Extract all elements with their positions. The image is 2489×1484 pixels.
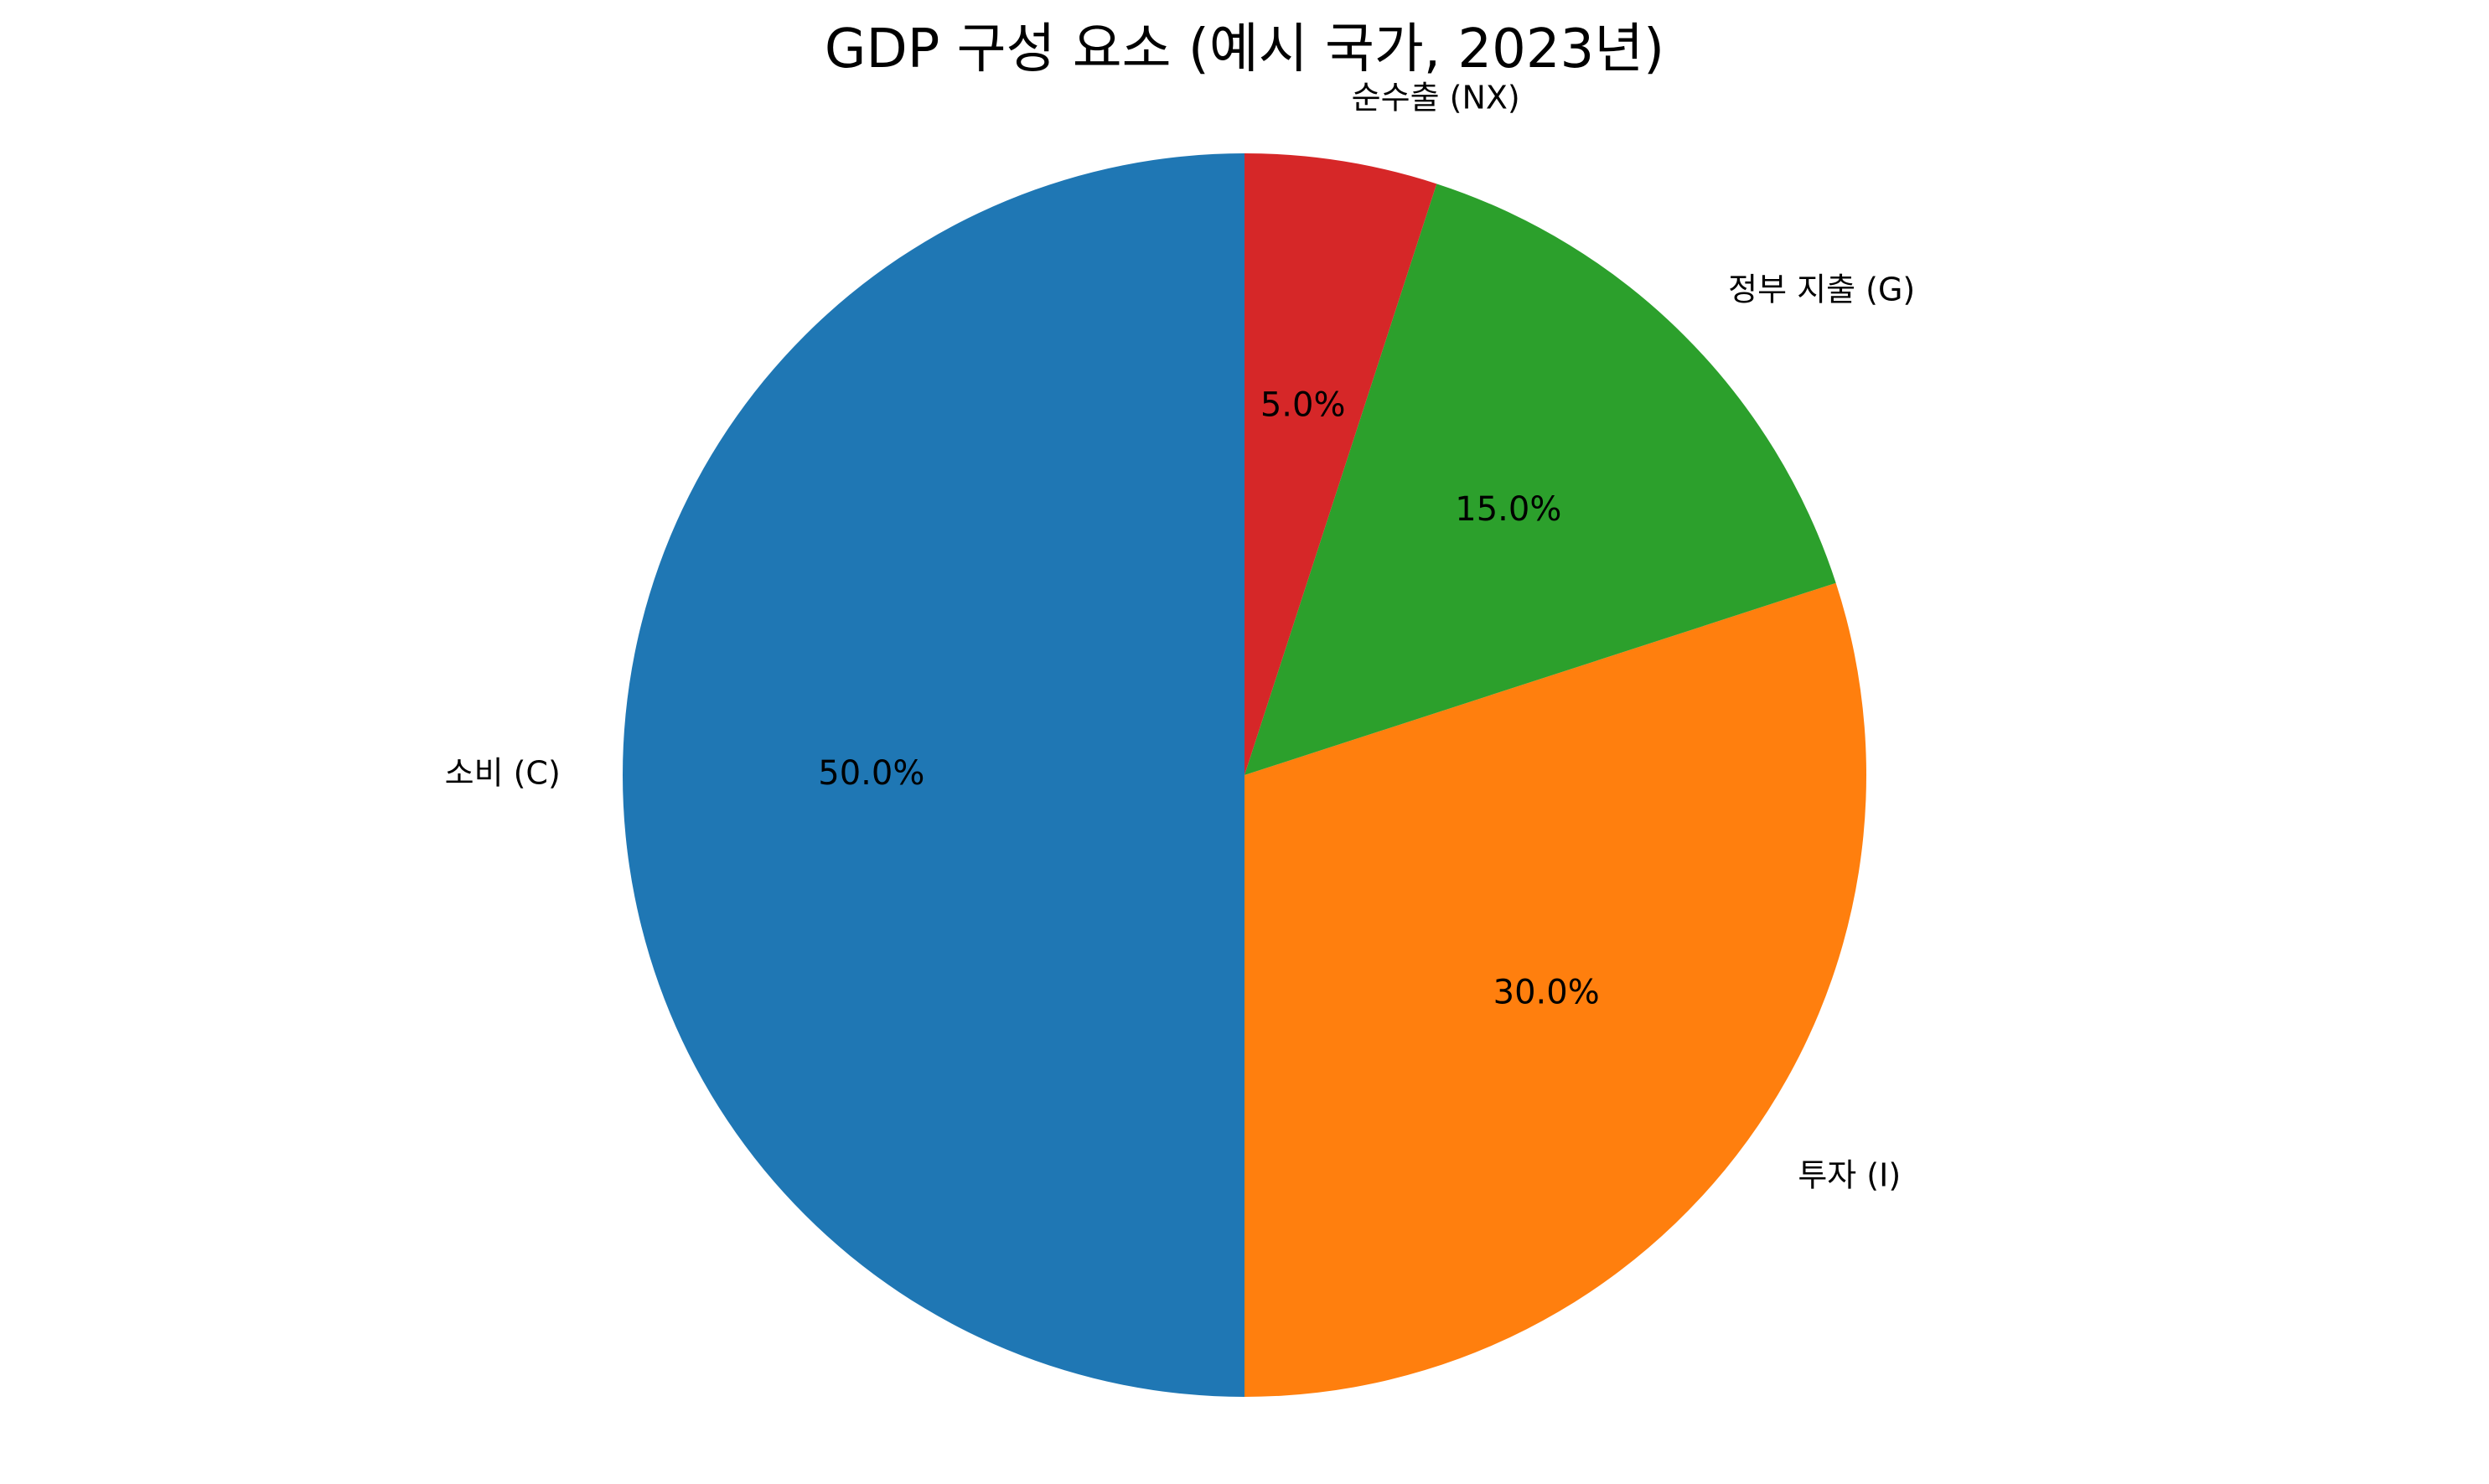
pie-slice-investment <box>1244 582 1866 1397</box>
percent-label-consumption: 50.0% <box>818 754 924 793</box>
slice-label-net-exports: 순수출 (NX) <box>1352 79 1520 116</box>
percent-label-net-exports: 5.0% <box>1260 385 1346 424</box>
slice-label-consumption: 소비 (C) <box>445 755 561 792</box>
slice-label-investment: 투자 (I) <box>1798 1156 1901 1193</box>
chart-title: GDP 구성 요소 (예시 국가, 2023년) <box>825 18 1664 80</box>
labels-layer: 소비 (C) 50.0% 투자 (I) 30.0% 정부 지출 (G) 15.0% 순수출 … <box>445 79 1916 1193</box>
slice-label-government: 정부 지출 (G) <box>1728 271 1915 308</box>
percent-label-government: 15.0% <box>1455 490 1561 529</box>
percent-label-investment: 30.0% <box>1493 974 1600 1012</box>
pie-slice-net-exports <box>1244 153 1437 775</box>
slices-layer <box>623 153 1866 1397</box>
pie-slice-consumption <box>623 153 1244 1397</box>
pie-slice-government <box>1244 184 1836 776</box>
